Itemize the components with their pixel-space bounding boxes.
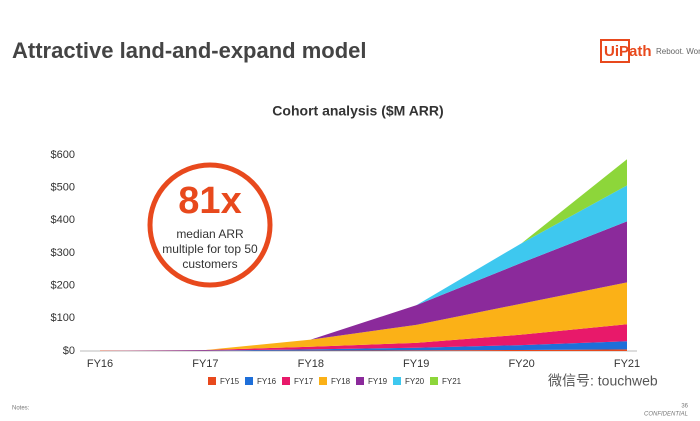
callout-big: 81x bbox=[178, 180, 241, 222]
tagline: Reboot. Work. bbox=[656, 47, 700, 56]
legend-label: FY20 bbox=[405, 377, 425, 386]
callout-line: customers bbox=[182, 257, 237, 271]
x-tick-label: FY20 bbox=[508, 358, 534, 370]
y-tick-label: $500 bbox=[51, 182, 75, 194]
legend-label: FY17 bbox=[294, 377, 314, 386]
legend-swatch bbox=[393, 377, 401, 385]
chart-title: Cohort analysis ($M ARR) bbox=[272, 103, 443, 119]
y-tick-label: $400 bbox=[51, 214, 75, 226]
notes: Notes: bbox=[12, 406, 30, 412]
logo-box bbox=[600, 39, 630, 63]
area bbox=[100, 221, 627, 351]
legend-swatch bbox=[356, 377, 364, 385]
legend-swatch bbox=[430, 377, 438, 385]
legend-label: FY16 bbox=[257, 377, 277, 386]
legend-label: FY15 bbox=[220, 377, 240, 386]
y-tick-label: $0 bbox=[63, 345, 75, 357]
callout-circle bbox=[147, 162, 273, 288]
x-tick-label: FY21 bbox=[614, 358, 640, 370]
legend-swatch bbox=[282, 377, 290, 385]
legend-label: FY18 bbox=[331, 377, 351, 386]
watermark: 微信号: touchweb bbox=[548, 373, 658, 389]
x-tick-label: FY17 bbox=[192, 358, 218, 370]
area bbox=[100, 282, 627, 351]
confidential: CONFIDENTIAL bbox=[644, 412, 688, 418]
area bbox=[100, 324, 627, 351]
slide-title: Attractive land-and-expand model bbox=[12, 38, 367, 63]
legend-swatch bbox=[319, 377, 327, 385]
callout-line: median ARR bbox=[176, 227, 244, 241]
x-tick-label: FY16 bbox=[87, 358, 113, 370]
plot: $0 $100 $200 $300 $400 $500 $600 FY16 FY17 FY18 FY… bbox=[51, 149, 641, 386]
legend-swatch bbox=[208, 377, 216, 385]
legend-label: FY21 bbox=[442, 377, 462, 386]
callout-line: multiple for top 50 bbox=[162, 242, 258, 256]
area bbox=[100, 341, 627, 351]
page-number: 36 bbox=[681, 404, 688, 410]
y-tick-label: $100 bbox=[51, 312, 75, 324]
legend-swatch bbox=[245, 377, 253, 385]
x-tick-label: FY18 bbox=[298, 358, 324, 370]
legend-label: FY19 bbox=[368, 377, 388, 386]
y-tick-label: $300 bbox=[51, 247, 75, 259]
y-tick-label: $600 bbox=[51, 149, 75, 161]
x-tick-label: FY19 bbox=[403, 358, 429, 370]
logo: UiPath bbox=[604, 43, 652, 60]
area bbox=[100, 349, 627, 351]
y-tick-label: $200 bbox=[51, 280, 75, 292]
